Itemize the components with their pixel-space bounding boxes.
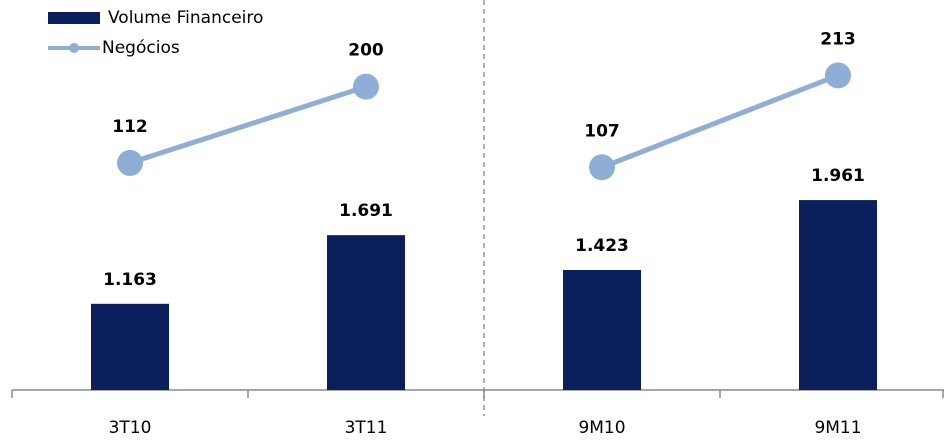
value-label: 1.961 [811, 166, 865, 186]
value-label: 200 [348, 41, 384, 61]
value-label: 1.423 [575, 236, 629, 256]
bar [799, 200, 877, 390]
value-label: 1.691 [339, 201, 393, 221]
line-segment [601, 73, 839, 170]
line-point [589, 154, 615, 181]
line-point [353, 73, 379, 100]
legend-swatch [69, 43, 79, 53]
line-segment [129, 84, 367, 166]
x-tick-label: 9M11 [814, 418, 861, 436]
value-label: 107 [584, 121, 620, 141]
legend-label: Volume Financeiro [108, 8, 263, 28]
x-tick-label: 9M10 [578, 418, 625, 436]
value-label: 112 [112, 117, 148, 137]
value-label: 213 [820, 29, 856, 49]
legend-swatch [48, 12, 100, 24]
legend-label: Negócios [102, 38, 180, 58]
bar [327, 235, 405, 390]
x-tick-label: 3T11 [345, 418, 388, 436]
value-label: 1.163 [103, 270, 157, 290]
bar [91, 303, 169, 390]
bar [563, 270, 641, 390]
x-tick-label: 3T10 [109, 418, 152, 436]
line-point [825, 62, 851, 89]
line-point [117, 149, 143, 176]
